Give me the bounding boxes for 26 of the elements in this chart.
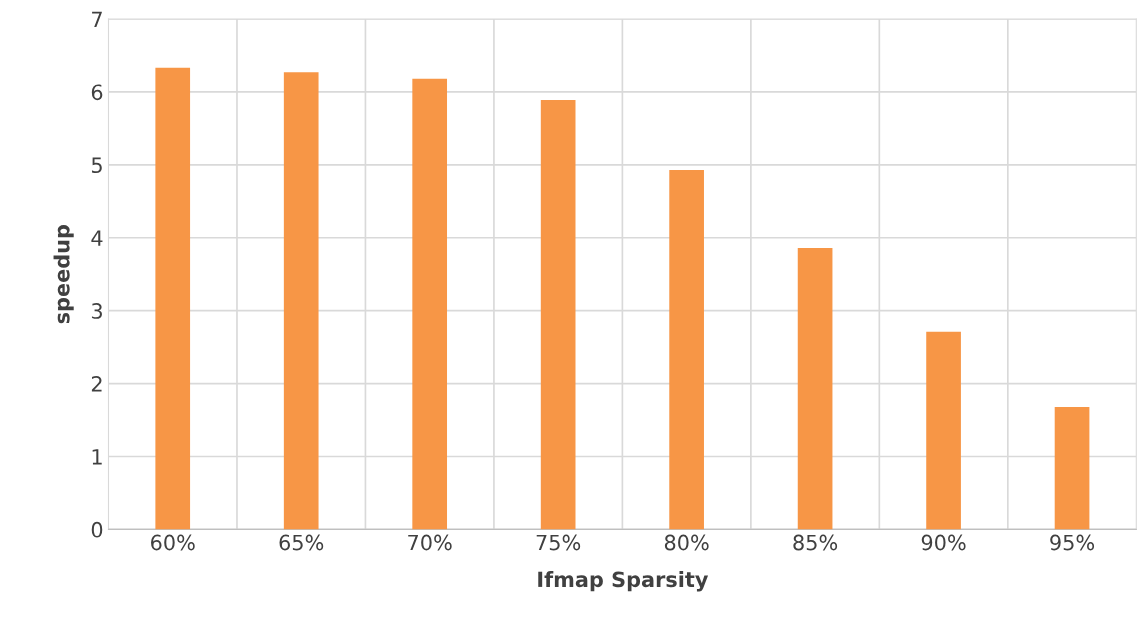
y-tick-label: 0 xyxy=(91,521,103,538)
x-axis-title: Ifmap Sparsity xyxy=(538,571,709,592)
x-tick-label: 60% xyxy=(151,534,195,551)
y-tick-label: 5 xyxy=(91,157,102,174)
bar xyxy=(1054,406,1090,530)
bar xyxy=(926,331,961,530)
x-tick-label: 90% xyxy=(921,534,966,551)
x-tick-label: 65% xyxy=(279,534,324,551)
x-tick-label: 70% xyxy=(408,534,452,551)
bar xyxy=(797,247,833,530)
x-tick-label: 95% xyxy=(1050,534,1095,551)
bar xyxy=(412,78,448,530)
bar xyxy=(155,67,191,530)
bar xyxy=(283,72,319,530)
y-tick-label: 2 xyxy=(91,376,102,392)
x-tick-label: 85% xyxy=(793,534,838,551)
y-axis-title: speedup xyxy=(53,225,74,324)
y-tick-label: 3 xyxy=(91,303,102,319)
y-tick-label: 4 xyxy=(91,230,103,246)
y-tick-label: 7 xyxy=(92,11,102,27)
y-tick-label: 1 xyxy=(92,449,102,465)
bar xyxy=(669,169,704,530)
x-tick-label: 75% xyxy=(536,534,581,551)
y-tick-label: 6 xyxy=(91,84,103,101)
x-tick-label: 80% xyxy=(664,534,709,551)
bar xyxy=(540,99,576,530)
